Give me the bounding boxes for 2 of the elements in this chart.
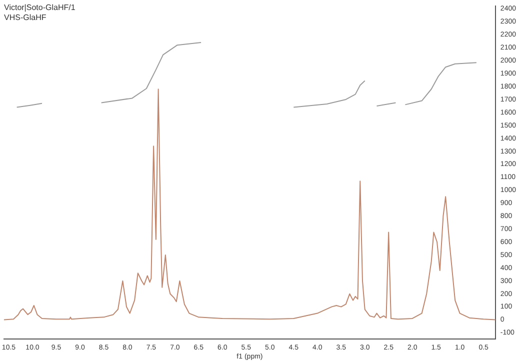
annotation: VHS-GlaHF (4, 13, 46, 22)
annotation: Victor|Soto-GlaHF/1 (4, 3, 76, 12)
